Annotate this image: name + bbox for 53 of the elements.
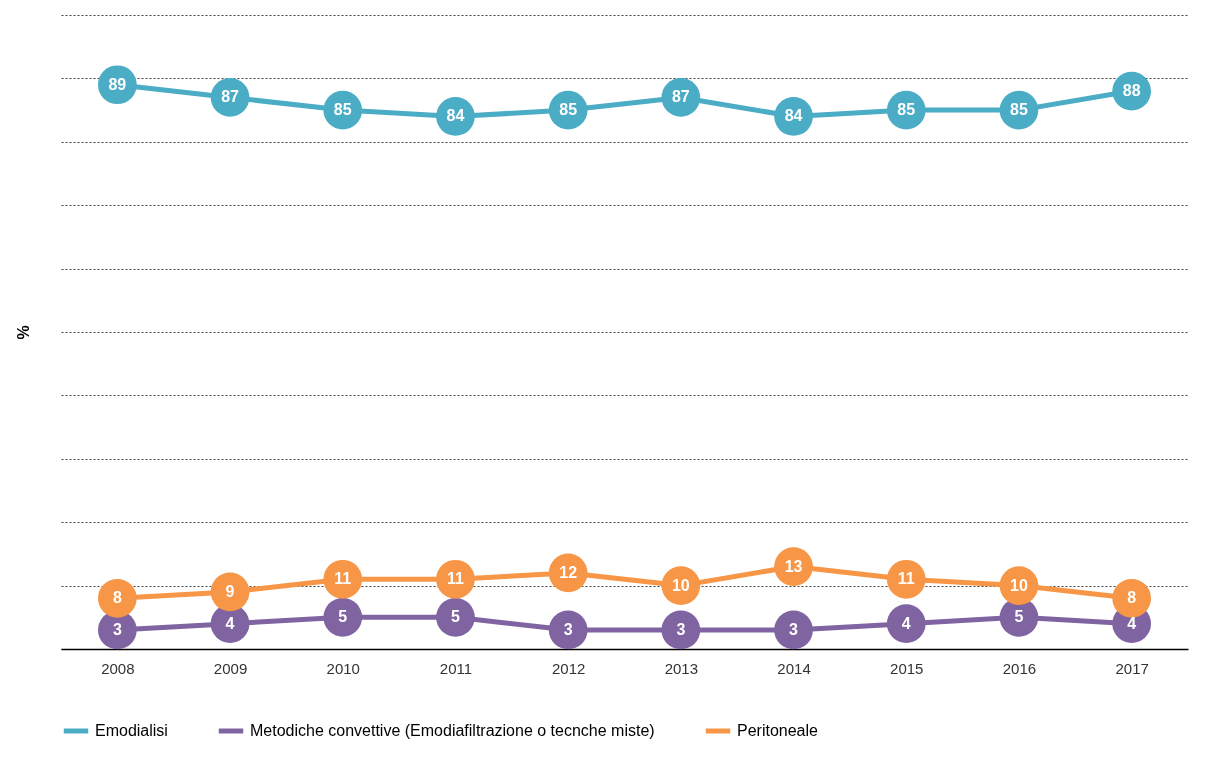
data-label: 84	[446, 107, 465, 125]
legend-label: Metodiche convettive (Emodiafiltrazione o tecnche miste)	[250, 722, 655, 739]
data-label: 85	[333, 101, 352, 119]
point	[886, 604, 926, 643]
data-label: 3	[112, 620, 122, 638]
x-tick-label: 2010	[326, 659, 360, 677]
point	[210, 572, 250, 612]
data-label: 12	[559, 563, 578, 581]
point	[774, 610, 813, 650]
x-tick-label: 2011	[439, 659, 473, 677]
x-tick-label: 2014	[777, 659, 811, 677]
point	[323, 597, 363, 637]
point	[548, 610, 588, 650]
data-label: 3	[789, 620, 799, 638]
data-label: 3	[563, 620, 573, 638]
x-tick-label: 2012	[551, 659, 586, 677]
data-label: 4	[225, 614, 235, 632]
x-tick-label: 2009	[213, 659, 248, 677]
legend-label: Emodialisi	[95, 722, 168, 739]
data-label: 4	[1127, 614, 1137, 632]
data-label: 5	[338, 608, 348, 626]
data-label: 8	[1127, 589, 1137, 607]
data-label: 8	[112, 589, 122, 607]
data-label: 10	[671, 576, 690, 594]
data-label: 87	[221, 88, 240, 106]
point	[436, 597, 475, 637]
data-label: 85	[559, 101, 578, 119]
data-label: 9	[225, 582, 235, 600]
x-tick-label: 2015	[890, 659, 924, 677]
data-label: 13	[784, 557, 803, 575]
data-label: 11	[446, 570, 464, 588]
data-label: 5	[451, 608, 460, 626]
x-tick-label: 2017	[1115, 659, 1149, 677]
data-label: 85	[897, 101, 916, 119]
data-label: 10	[1010, 576, 1028, 594]
data-label: 89	[108, 75, 127, 93]
data-label: 4	[901, 614, 911, 632]
x-tick-label: 2008	[101, 659, 135, 677]
y-axis-title: %	[14, 325, 32, 340]
data-label: 85	[1010, 101, 1028, 119]
data-label: 5	[1014, 608, 1024, 626]
data-label: 3	[676, 620, 686, 638]
point	[661, 610, 701, 650]
data-label: 11	[334, 570, 352, 588]
x-tick-label: 2013	[664, 659, 699, 677]
x-tick-label: 2016	[1002, 659, 1037, 677]
legend-label: Peritoneale	[737, 722, 819, 739]
point	[1112, 578, 1152, 618]
data-label: 84	[784, 107, 803, 125]
data-label: 88	[1122, 82, 1141, 100]
data-label: 11	[897, 570, 915, 588]
data-label: 87	[671, 88, 690, 106]
point	[97, 578, 137, 618]
